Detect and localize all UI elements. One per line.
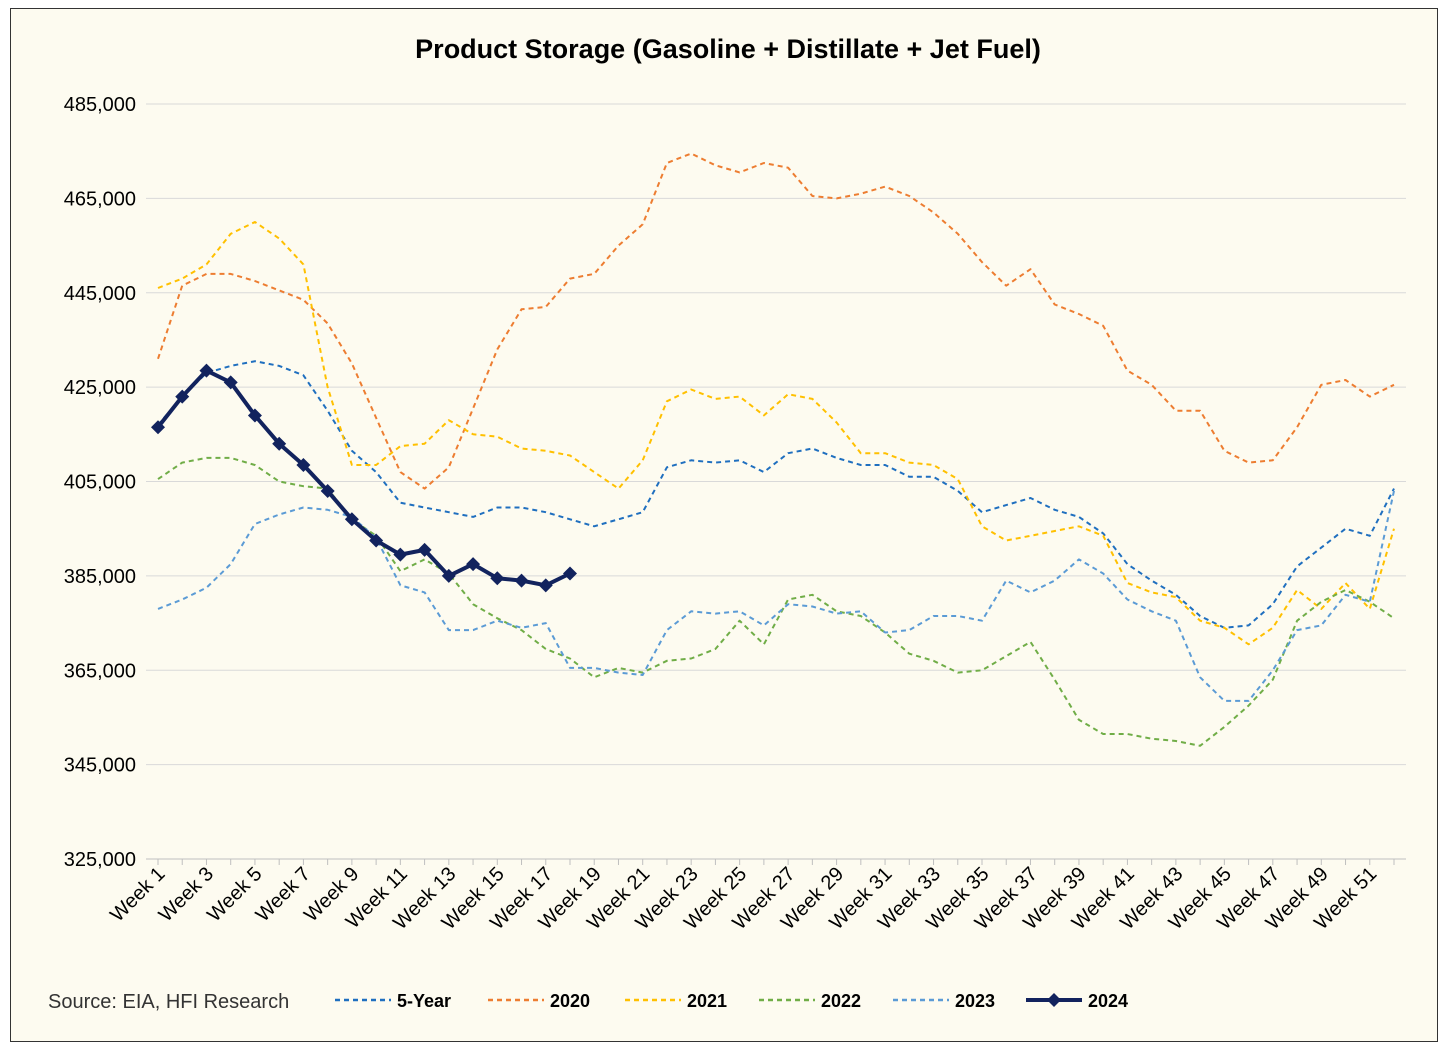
legend-marker <box>1047 993 1061 1007</box>
series-line-2020 <box>157 152 1395 490</box>
data-point-2024 <box>199 363 214 378</box>
legend-label-5-year: 5-Year <box>397 991 451 1011</box>
data-point-2024 <box>514 573 529 588</box>
series-line-2023 <box>157 490 1395 702</box>
data-point-2024 <box>320 483 335 498</box>
series-line-5-year <box>157 360 1395 629</box>
chart-frame <box>10 8 1438 1042</box>
y-tick-label: 365,000 <box>64 660 136 682</box>
data-point-2024 <box>175 389 190 404</box>
y-tick-label: 485,000 <box>64 94 136 116</box>
gridlines <box>146 103 1406 860</box>
series-lines <box>151 152 1395 747</box>
chart-title: Product Storage (Gasoline + Distillate +… <box>415 34 1041 64</box>
legend-label-2021: 2021 <box>687 991 727 1011</box>
y-tick-label: 385,000 <box>64 566 136 588</box>
legend: Source: EIA, HFI Research 5-Year 2020 2021… <box>48 991 1128 1013</box>
data-point-2024 <box>296 457 311 472</box>
data-point-2024 <box>563 566 577 581</box>
data-point-2024 <box>272 436 287 451</box>
y-axis: 485,000 465,000 445,000 425,000 405,000 385,0… <box>64 94 136 871</box>
data-point-2024 <box>223 375 238 390</box>
legend-label-2023: 2023 <box>955 991 995 1011</box>
y-tick-label: 445,000 <box>64 283 136 305</box>
y-tick-label: 425,000 <box>64 377 136 399</box>
data-point-2024 <box>466 557 481 572</box>
data-point-2024 <box>151 420 165 435</box>
data-point-2024 <box>441 568 456 583</box>
data-point-2024 <box>417 542 432 557</box>
data-point-2024 <box>247 408 262 423</box>
data-point-2024 <box>393 547 408 562</box>
legend-label-2022: 2022 <box>821 991 861 1011</box>
data-point-2024 <box>490 571 505 586</box>
y-tick-label: 405,000 <box>64 472 136 494</box>
y-tick-label: 325,000 <box>64 849 136 871</box>
source-note: Source: EIA, HFI Research <box>48 991 289 1013</box>
y-tick-label: 465,000 <box>64 188 136 210</box>
data-point-2024 <box>344 512 359 527</box>
data-point-2024 <box>369 533 384 548</box>
series-line-2022 <box>157 456 1395 747</box>
legend-label-2020: 2020 <box>550 991 590 1011</box>
series-line-2021 <box>157 221 1395 646</box>
series-line-2024 <box>156 368 571 588</box>
legend-label-2024: 2024 <box>1088 991 1128 1011</box>
data-point-2024 <box>538 578 553 593</box>
y-tick-label: 345,000 <box>64 755 136 777</box>
